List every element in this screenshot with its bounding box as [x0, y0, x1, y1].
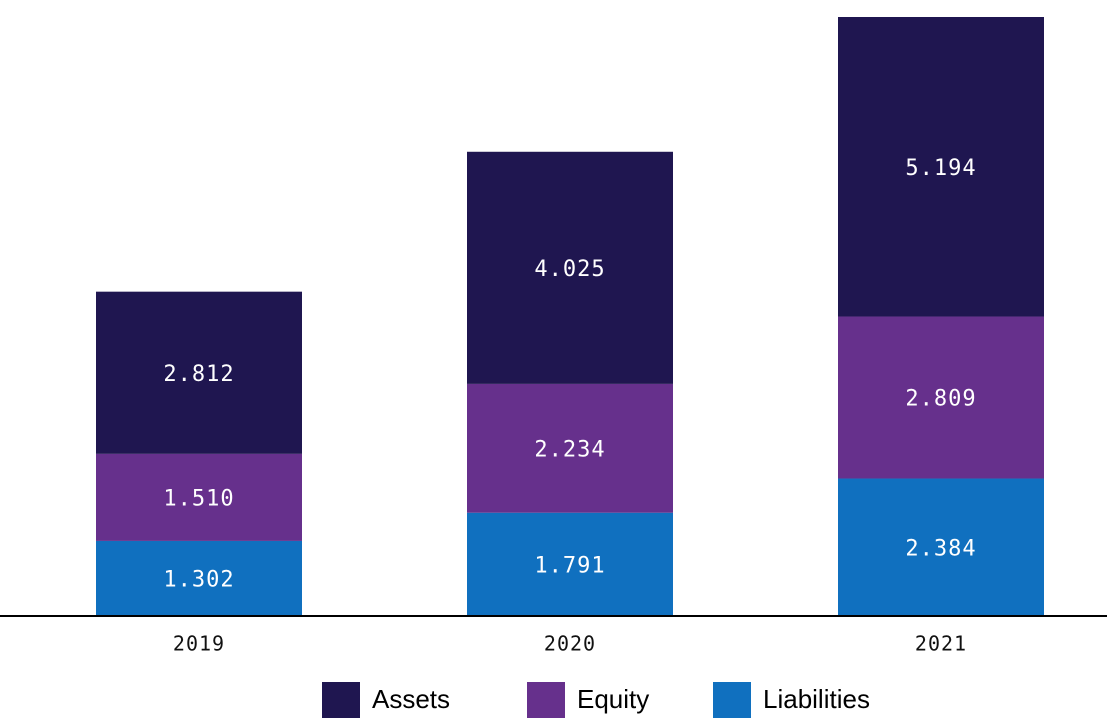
bar-segment: [467, 512, 673, 616]
data-label: 4.025: [534, 257, 605, 282]
bar-segment: [467, 151, 673, 384]
legend-swatch: [527, 682, 565, 718]
data-label: 2.384: [905, 536, 976, 561]
legend-label: Assets: [372, 684, 450, 714]
bar-segment: [838, 478, 1044, 616]
legend-swatch: [322, 682, 360, 718]
x-tick-label: 2019: [173, 632, 225, 656]
bar-segment: [467, 383, 673, 513]
data-label: 1.791: [534, 553, 605, 578]
x-tick-label: 2020: [544, 632, 596, 656]
data-label: 1.302: [163, 567, 234, 592]
bar-segment: [96, 291, 302, 454]
data-label: 2.234: [534, 437, 605, 462]
data-label: 2.812: [163, 362, 234, 387]
legend-label: Equity: [577, 684, 649, 714]
bar-segment: [838, 316, 1044, 479]
bar-segment: [96, 540, 302, 616]
bar-segment: [838, 17, 1044, 317]
data-label: 2.809: [905, 387, 976, 412]
data-label: 1.510: [163, 486, 234, 511]
bar-segment: [96, 453, 302, 541]
legend-label: Liabilities: [763, 684, 870, 714]
x-tick-label: 2021: [915, 632, 967, 656]
legend-swatch: [713, 682, 751, 718]
data-label: 5.194: [905, 156, 976, 181]
